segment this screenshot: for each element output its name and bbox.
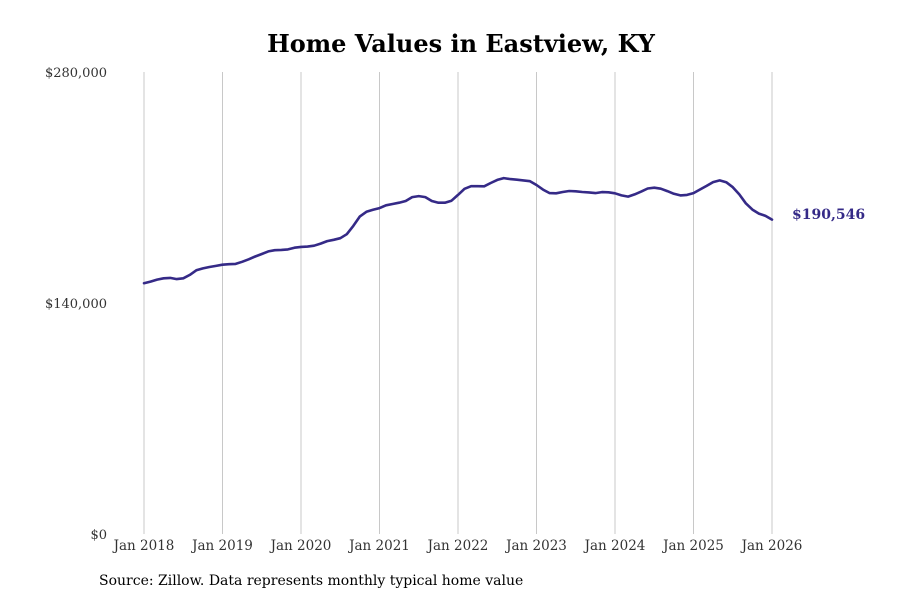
x-tick-label: Jan 2023: [504, 538, 567, 554]
chart-title: Home Values in Eastview, KY: [267, 29, 656, 58]
x-tick-label: Jan 2018: [112, 538, 175, 554]
series-layer: [142, 176, 774, 285]
source-note: Source: Zillow. Data represents monthly …: [99, 573, 524, 589]
x-tick-label: Jan 2019: [190, 538, 253, 554]
y-tick-label: $0: [90, 528, 107, 543]
y-axis-tick-labels: $0 $140,000 $280,000: [45, 66, 107, 543]
x-axis-tick-labels: Jan 2018 Jan 2019 Jan 2020 Jan 2021 Jan 2022…: [112, 538, 803, 554]
y-tick-label: $140,000: [45, 297, 107, 312]
series-line: [142, 176, 774, 285]
last-value-label: $190,546: [792, 207, 865, 223]
x-tick-label: Jan 2026: [740, 538, 803, 554]
y-tick-label: $280,000: [45, 66, 107, 81]
vertical-gridlines: [143, 72, 773, 534]
x-tick-label: Jan 2025: [661, 538, 724, 554]
x-tick-label: Jan 2022: [426, 538, 489, 554]
x-tick-label: Jan 2021: [347, 538, 410, 554]
x-tick-label: Jan 2024: [583, 538, 646, 554]
x-tick-label: Jan 2020: [269, 538, 332, 554]
